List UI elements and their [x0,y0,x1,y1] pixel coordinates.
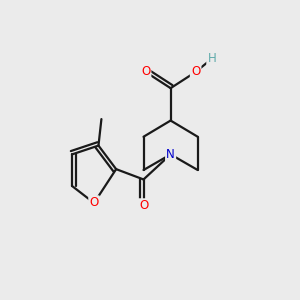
Text: O: O [191,65,200,79]
Text: O: O [139,200,148,212]
Text: N: N [166,148,175,161]
Text: O: O [89,196,99,209]
Text: H: H [208,52,216,65]
Text: O: O [141,65,150,79]
